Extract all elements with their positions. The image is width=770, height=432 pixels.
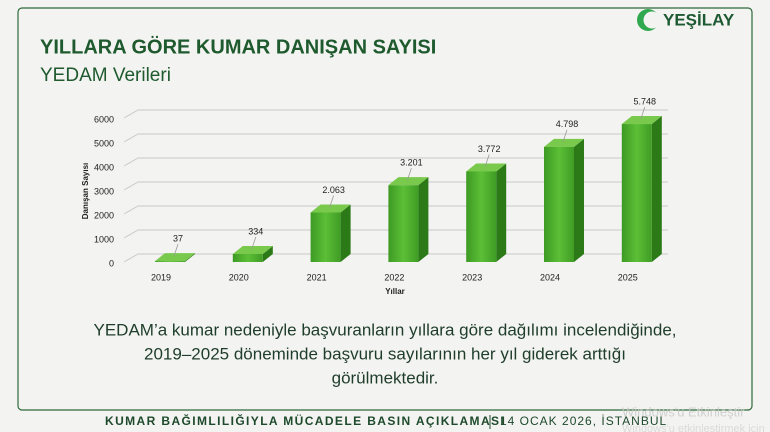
bar-top bbox=[544, 138, 584, 147]
label-leader bbox=[562, 129, 568, 142]
description-line: görülmektedir. bbox=[332, 368, 439, 387]
value-label: 3.772 bbox=[478, 144, 501, 154]
y-tick-label: 3000 bbox=[94, 186, 114, 196]
bar bbox=[621, 124, 652, 262]
y-tick-label: 5000 bbox=[94, 138, 114, 148]
y-tick-label: 1000 bbox=[94, 234, 114, 244]
grid-line bbox=[123, 109, 668, 119]
y-tick-label: 4000 bbox=[94, 162, 114, 172]
bar bbox=[388, 185, 419, 262]
value-label: 5.748 bbox=[634, 96, 657, 106]
bar bbox=[310, 212, 341, 262]
grid-line bbox=[123, 133, 668, 143]
frame bbox=[17, 7, 753, 411]
bar-top bbox=[388, 177, 429, 186]
bar-top bbox=[310, 204, 351, 213]
x-tick-label: 2023 bbox=[462, 272, 482, 282]
label-leader bbox=[407, 168, 412, 181]
description-line: YEDAM’a kumar nedeniyle başvuranların yı… bbox=[93, 320, 676, 339]
bar-side bbox=[262, 245, 273, 262]
x-tick-label: 2022 bbox=[384, 272, 404, 282]
x-tick-label: 2021 bbox=[307, 272, 327, 282]
bar bbox=[155, 261, 185, 262]
bar-top bbox=[621, 116, 662, 125]
label-leader bbox=[484, 154, 490, 167]
logo: YEŞİLAY bbox=[637, 9, 735, 31]
plot: 0 1000 2000 3000 4000 5000 6000 2019 37 2020 334 20… bbox=[94, 96, 668, 282]
x-tick-label: 2025 bbox=[618, 272, 638, 282]
bar-side bbox=[185, 253, 195, 262]
watermark: Windows'u Etkinleştir bbox=[622, 404, 745, 419]
bar bbox=[466, 171, 497, 262]
bar-side bbox=[574, 138, 584, 262]
description-line: 2019–2025 döneminde başvuru sayılarının … bbox=[144, 344, 626, 363]
y-tick-label: 0 bbox=[109, 258, 114, 268]
bar-side bbox=[418, 177, 429, 262]
label-leader bbox=[251, 236, 257, 250]
value-label: 37 bbox=[173, 233, 183, 243]
bar-top bbox=[155, 253, 195, 262]
y-tick-label: 2000 bbox=[94, 210, 114, 220]
bar-side bbox=[651, 116, 662, 262]
footer-title: KUMAR BAĞIMLILIĞIYLA MÜCADELE BASIN AÇIK… bbox=[105, 413, 505, 428]
label-leader bbox=[640, 106, 646, 120]
value-label: 3.201 bbox=[400, 158, 423, 168]
bar-top bbox=[466, 163, 507, 172]
logo-text: YEŞİLAY bbox=[663, 10, 735, 29]
bar-side bbox=[340, 204, 351, 262]
bar bbox=[232, 253, 263, 262]
bar bbox=[544, 146, 574, 262]
value-label: 334 bbox=[248, 226, 263, 236]
value-label: 4.798 bbox=[556, 119, 579, 129]
x-tick-label: 2019 bbox=[151, 272, 171, 282]
x-tick-label: 2024 bbox=[540, 272, 560, 282]
x-tick-label: 2020 bbox=[229, 272, 249, 282]
value-label: 2.063 bbox=[322, 185, 345, 195]
label-leader bbox=[173, 243, 179, 257]
x-axis-label: Yıllar bbox=[385, 287, 405, 296]
chart-title: YILLARA GÖRE KUMAR DANIŞAN SAYISI bbox=[40, 35, 436, 58]
chart-subtitle: YEDAM Verileri bbox=[40, 65, 171, 86]
grid-line bbox=[123, 157, 668, 167]
footer-date: 14 OCAK 2026, İSTANBUL bbox=[500, 414, 667, 428]
bar-side bbox=[496, 163, 507, 262]
y-tick-label: 6000 bbox=[94, 114, 114, 124]
watermark: Windows'u etkinleştirmek için bbox=[622, 423, 765, 432]
label-leader bbox=[329, 195, 334, 208]
description: YEDAM’a kumar nedeniyle başvuranların yı… bbox=[93, 320, 676, 387]
y-axis-label: Danışan Sayısı bbox=[81, 163, 90, 219]
bar-top bbox=[232, 245, 273, 254]
